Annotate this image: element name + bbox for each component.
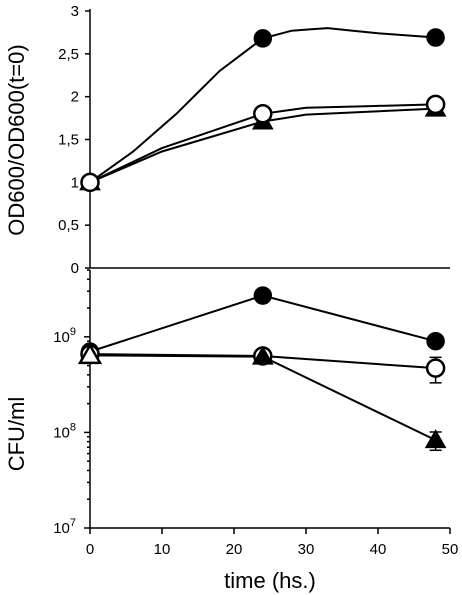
top-data-point	[253, 104, 273, 124]
bottom-ylabel: CFU/ml	[4, 397, 29, 472]
top-y-tick-label: 1,5	[58, 132, 79, 149]
top-data-point	[80, 172, 100, 193]
x-tick-label: 10	[154, 541, 171, 558]
top-panel: 0 0,5 1 1,5 2 2,5 3 OD600/OD600(t=0)	[4, 3, 450, 277]
top-y-tick-label: 2	[71, 89, 79, 106]
bottom-data-point	[424, 429, 447, 449]
bottom-data-point	[253, 286, 273, 305]
bottom-axes: 107 108 109 0 10 20 30 40 50	[53, 269, 459, 558]
top-y-tick-label: 1	[71, 174, 79, 191]
top-data-point	[426, 28, 445, 47]
bottom-panel: 107 108 109 0 10 20 30 40 50 CFU/ml time (hs.)	[4, 269, 459, 593]
top-markers	[79, 28, 447, 193]
bottom-y-tick-label: 107	[53, 517, 76, 537]
bottom-markers	[77, 286, 447, 449]
x-tick-label: 20	[226, 541, 243, 558]
bottom-series-lines	[89, 294, 442, 452]
bottom-data-point	[426, 331, 445, 351]
x-tick-label: 30	[298, 541, 315, 558]
x-axis-title: time (hs.)	[224, 568, 316, 593]
top-y-tick-label: 3	[71, 3, 79, 20]
bottom-y-tick-label: 109	[53, 326, 76, 346]
top-data-point	[253, 29, 273, 48]
bottom-data-point	[425, 358, 446, 378]
top-y-tick-label: 0,5	[58, 217, 79, 234]
bottom-data-point	[251, 345, 274, 365]
top-y-tick-label: 0	[71, 260, 79, 277]
top-axes: 0 0,5 1 1,5 2 2,5 3	[58, 3, 450, 277]
x-tick-label: 40	[370, 541, 387, 558]
bottom-data-point	[77, 342, 103, 365]
top-ylabel: OD600/OD600(t=0)	[4, 44, 29, 235]
top-y-tick-label: 2,5	[58, 46, 79, 63]
x-tick-label: 50	[442, 541, 459, 558]
x-tick-label: 0	[86, 541, 94, 558]
bottom-y-tick-label: 108	[53, 421, 76, 441]
bottom-series-line	[89, 354, 437, 442]
top-data-point	[425, 94, 446, 115]
